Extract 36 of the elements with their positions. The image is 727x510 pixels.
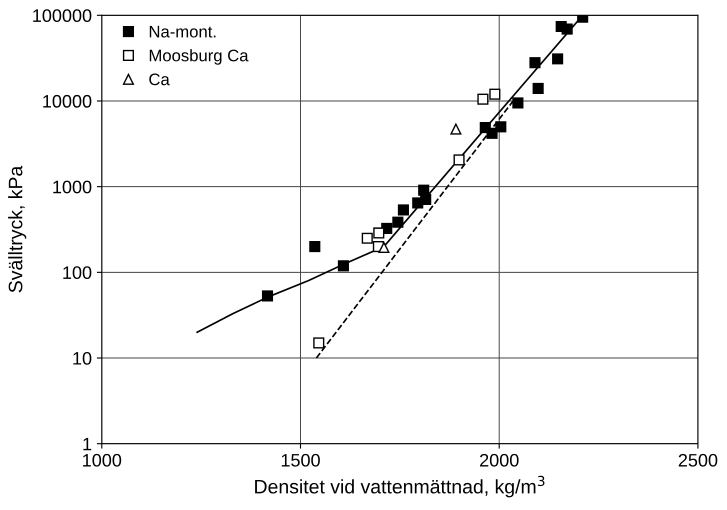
point bbox=[392, 216, 404, 228]
point bbox=[313, 337, 324, 348]
y-tick-label: 100 bbox=[63, 266, 92, 280]
point bbox=[495, 121, 506, 132]
y-tick-label: 10 bbox=[73, 352, 92, 365]
legend-label: Na-mont. bbox=[150, 26, 216, 38]
y-tick-label: 1000 bbox=[53, 180, 92, 194]
point bbox=[309, 240, 320, 252]
point bbox=[529, 57, 541, 68]
x-tick-label: 1500 bbox=[282, 454, 320, 467]
x-tick-label: 2000 bbox=[480, 454, 519, 467]
y-tick-label: 1 bbox=[83, 438, 92, 450]
point bbox=[454, 154, 465, 166]
point bbox=[398, 204, 409, 216]
point bbox=[477, 94, 488, 105]
y-tick-label: 10000 bbox=[43, 94, 92, 108]
point bbox=[262, 290, 274, 302]
point bbox=[450, 124, 462, 135]
point bbox=[562, 24, 573, 35]
point bbox=[338, 260, 349, 272]
point bbox=[552, 53, 564, 64]
x-axis-title: Densitet vid vattenmättnad, kg/m$^{3}$ bbox=[255, 476, 544, 498]
x-tick-label: 1000 bbox=[83, 454, 122, 467]
point bbox=[378, 242, 390, 254]
point bbox=[418, 184, 430, 196]
y-tick-label: 100000 bbox=[33, 9, 92, 22]
point bbox=[486, 128, 498, 139]
point bbox=[373, 227, 384, 239]
point bbox=[362, 232, 373, 244]
point bbox=[489, 88, 500, 100]
point bbox=[532, 82, 544, 94]
x-tick-label: 2500 bbox=[678, 454, 718, 467]
legend-label: Moosburg Ca bbox=[150, 49, 248, 65]
point bbox=[512, 97, 524, 108]
legend-label: Ca bbox=[149, 73, 170, 86]
y-axis-title: Svälltryck, kPa bbox=[8, 166, 26, 292]
